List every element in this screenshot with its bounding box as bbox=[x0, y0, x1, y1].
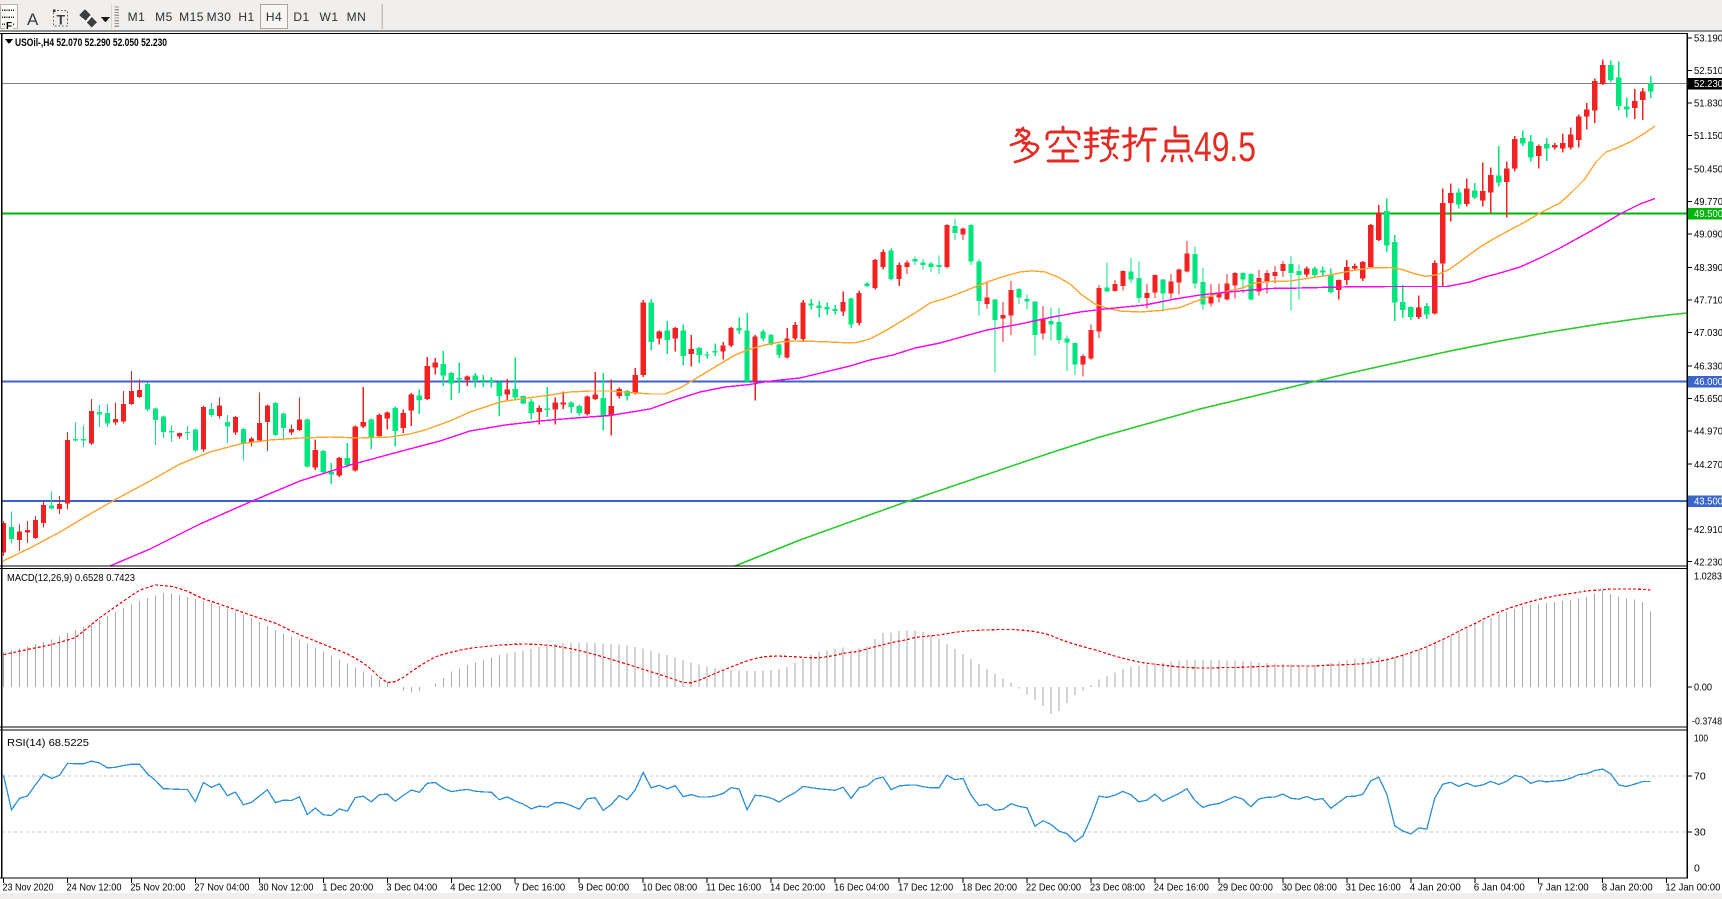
svg-text:D1: D1 bbox=[293, 10, 309, 24]
svg-text:23 Nov 2020: 23 Nov 2020 bbox=[3, 882, 54, 894]
svg-text:30 Dec 08:00: 30 Dec 08:00 bbox=[1282, 882, 1337, 894]
svg-text:-0.3748: -0.3748 bbox=[1692, 716, 1722, 728]
svg-text:17 Dec 12:00: 17 Dec 12:00 bbox=[898, 882, 953, 894]
svg-text:8 Jan 20:00: 8 Jan 20:00 bbox=[1602, 882, 1653, 894]
svg-text:100: 100 bbox=[1694, 733, 1708, 745]
svg-text:42.910: 42.910 bbox=[1694, 524, 1722, 536]
svg-text:W1: W1 bbox=[320, 10, 339, 24]
svg-text:53.190: 53.190 bbox=[1694, 33, 1722, 45]
svg-text:45.650: 45.650 bbox=[1694, 393, 1722, 405]
svg-text:42.230: 42.230 bbox=[1694, 556, 1722, 568]
svg-text:H4: H4 bbox=[266, 10, 282, 24]
svg-text:0: 0 bbox=[1694, 863, 1700, 875]
svg-text:18 Dec 20:00: 18 Dec 20:00 bbox=[962, 882, 1017, 894]
svg-text:24 Nov 12:00: 24 Nov 12:00 bbox=[67, 882, 122, 894]
svg-text:T: T bbox=[57, 12, 66, 28]
svg-text:10 Dec 08:00: 10 Dec 08:00 bbox=[642, 882, 697, 894]
svg-text:49.090: 49.090 bbox=[1694, 229, 1722, 241]
svg-text:MACD(12,26,9) 0.6528 0.7423: MACD(12,26,9) 0.6528 0.7423 bbox=[7, 572, 135, 584]
svg-text:52.510: 52.510 bbox=[1694, 65, 1722, 77]
svg-text:27 Nov 04:00: 27 Nov 04:00 bbox=[194, 882, 249, 894]
svg-text:USOil-,H4 52.070 52.290 52.05: USOil-,H4 52.070 52.290 52.050 52.230 bbox=[15, 37, 167, 49]
svg-text:M5: M5 bbox=[155, 10, 173, 24]
svg-text:6 Jan 04:00: 6 Jan 04:00 bbox=[1474, 882, 1525, 894]
svg-text:1 Dec 20:00: 1 Dec 20:00 bbox=[322, 882, 373, 894]
svg-text:43.500: 43.500 bbox=[1694, 496, 1722, 508]
svg-text:7 Jan 12:00: 7 Jan 12:00 bbox=[1538, 882, 1589, 894]
svg-text:30: 30 bbox=[1694, 827, 1706, 839]
svg-text:14 Dec 20:00: 14 Dec 20:00 bbox=[770, 882, 825, 894]
svg-text:3 Dec 04:00: 3 Dec 04:00 bbox=[386, 882, 437, 894]
svg-text:51.150: 51.150 bbox=[1694, 130, 1722, 142]
svg-text:70: 70 bbox=[1694, 771, 1706, 783]
svg-text:0.00: 0.00 bbox=[1694, 682, 1712, 694]
svg-text:MN: MN bbox=[347, 10, 367, 24]
svg-text:51.830: 51.830 bbox=[1694, 98, 1722, 110]
svg-text:52.230: 52.230 bbox=[1694, 78, 1722, 90]
svg-text:F: F bbox=[6, 21, 12, 32]
svg-text:11 Dec 16:00: 11 Dec 16:00 bbox=[706, 882, 761, 894]
svg-text:22 Dec 00:00: 22 Dec 00:00 bbox=[1026, 882, 1081, 894]
svg-text:23 Dec 08:00: 23 Dec 08:00 bbox=[1090, 882, 1145, 894]
svg-text:49.5: 49.5 bbox=[1194, 123, 1256, 170]
svg-text:1.0283: 1.0283 bbox=[1694, 571, 1722, 583]
svg-text:9 Dec 00:00: 9 Dec 00:00 bbox=[578, 882, 629, 894]
svg-text:50.450: 50.450 bbox=[1694, 164, 1722, 176]
svg-text:M1: M1 bbox=[128, 10, 146, 24]
svg-text:46.330: 46.330 bbox=[1694, 361, 1722, 373]
svg-text:46.000: 46.000 bbox=[1694, 376, 1722, 388]
svg-text:49.770: 49.770 bbox=[1694, 196, 1722, 208]
svg-text:H1: H1 bbox=[238, 10, 254, 24]
svg-text:M15: M15 bbox=[179, 10, 204, 24]
svg-text:44.270: 44.270 bbox=[1694, 459, 1722, 471]
svg-text:31 Dec 16:00: 31 Dec 16:00 bbox=[1346, 882, 1401, 894]
svg-text:4 Dec 12:00: 4 Dec 12:00 bbox=[450, 882, 501, 894]
svg-text:47.710: 47.710 bbox=[1694, 295, 1722, 307]
svg-text:A: A bbox=[27, 10, 39, 29]
svg-text:29 Dec 00:00: 29 Dec 00:00 bbox=[1218, 882, 1273, 894]
svg-text:24 Dec 16:00: 24 Dec 16:00 bbox=[1154, 882, 1209, 894]
svg-text:25 Nov 20:00: 25 Nov 20:00 bbox=[130, 882, 185, 894]
svg-text:RSI(14) 68.5225: RSI(14) 68.5225 bbox=[7, 737, 89, 749]
svg-text:48.390: 48.390 bbox=[1694, 262, 1722, 274]
svg-text:M30: M30 bbox=[207, 10, 232, 24]
svg-text:12 Jan 00:00: 12 Jan 00:00 bbox=[1665, 882, 1720, 894]
svg-text:44.970: 44.970 bbox=[1694, 426, 1722, 438]
svg-text:7 Dec 16:00: 7 Dec 16:00 bbox=[514, 882, 565, 894]
svg-text:47.030: 47.030 bbox=[1694, 327, 1722, 339]
svg-text:4 Jan 20:00: 4 Jan 20:00 bbox=[1410, 882, 1461, 894]
svg-text:16 Dec 04:00: 16 Dec 04:00 bbox=[834, 882, 889, 894]
svg-text:30 Nov 12:00: 30 Nov 12:00 bbox=[258, 882, 313, 894]
svg-text:49.500: 49.500 bbox=[1694, 208, 1722, 220]
